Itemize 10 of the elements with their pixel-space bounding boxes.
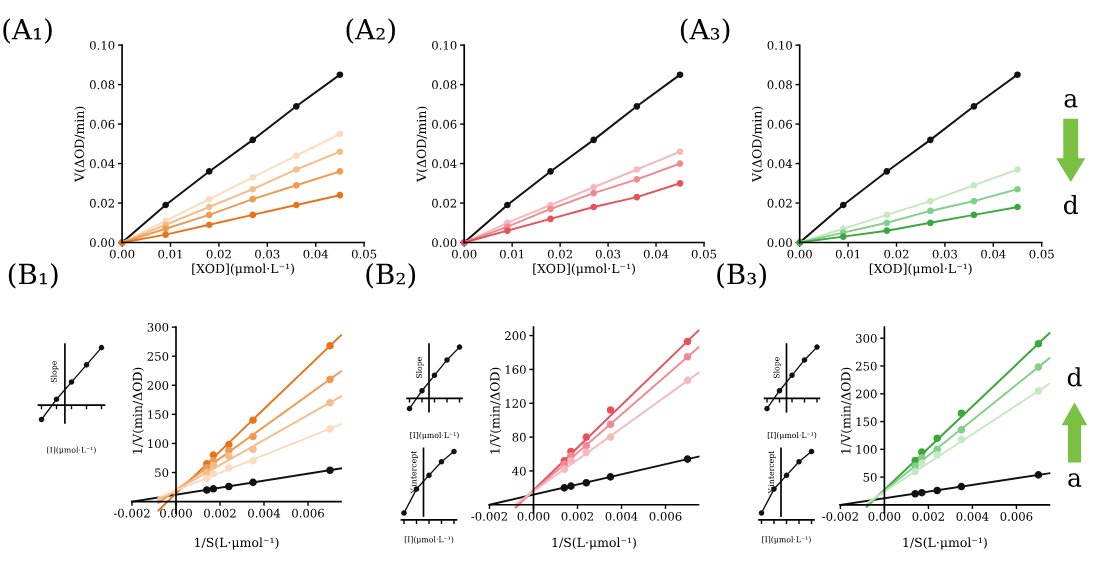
text: d	[1067, 367, 1082, 387]
chart-title: (B₃)	[717, 263, 767, 289]
text: a	[1064, 93, 1078, 108]
text: d	[1063, 194, 1079, 215]
chart-title: (A₂)	[346, 18, 395, 44]
chart-title: (A₁)	[3, 18, 52, 44]
chart-title: (B₂)	[366, 263, 416, 289]
text: a	[1068, 473, 1082, 487]
chart-title: (B₁)	[8, 263, 58, 289]
chart-title: (A₃)	[680, 18, 730, 44]
